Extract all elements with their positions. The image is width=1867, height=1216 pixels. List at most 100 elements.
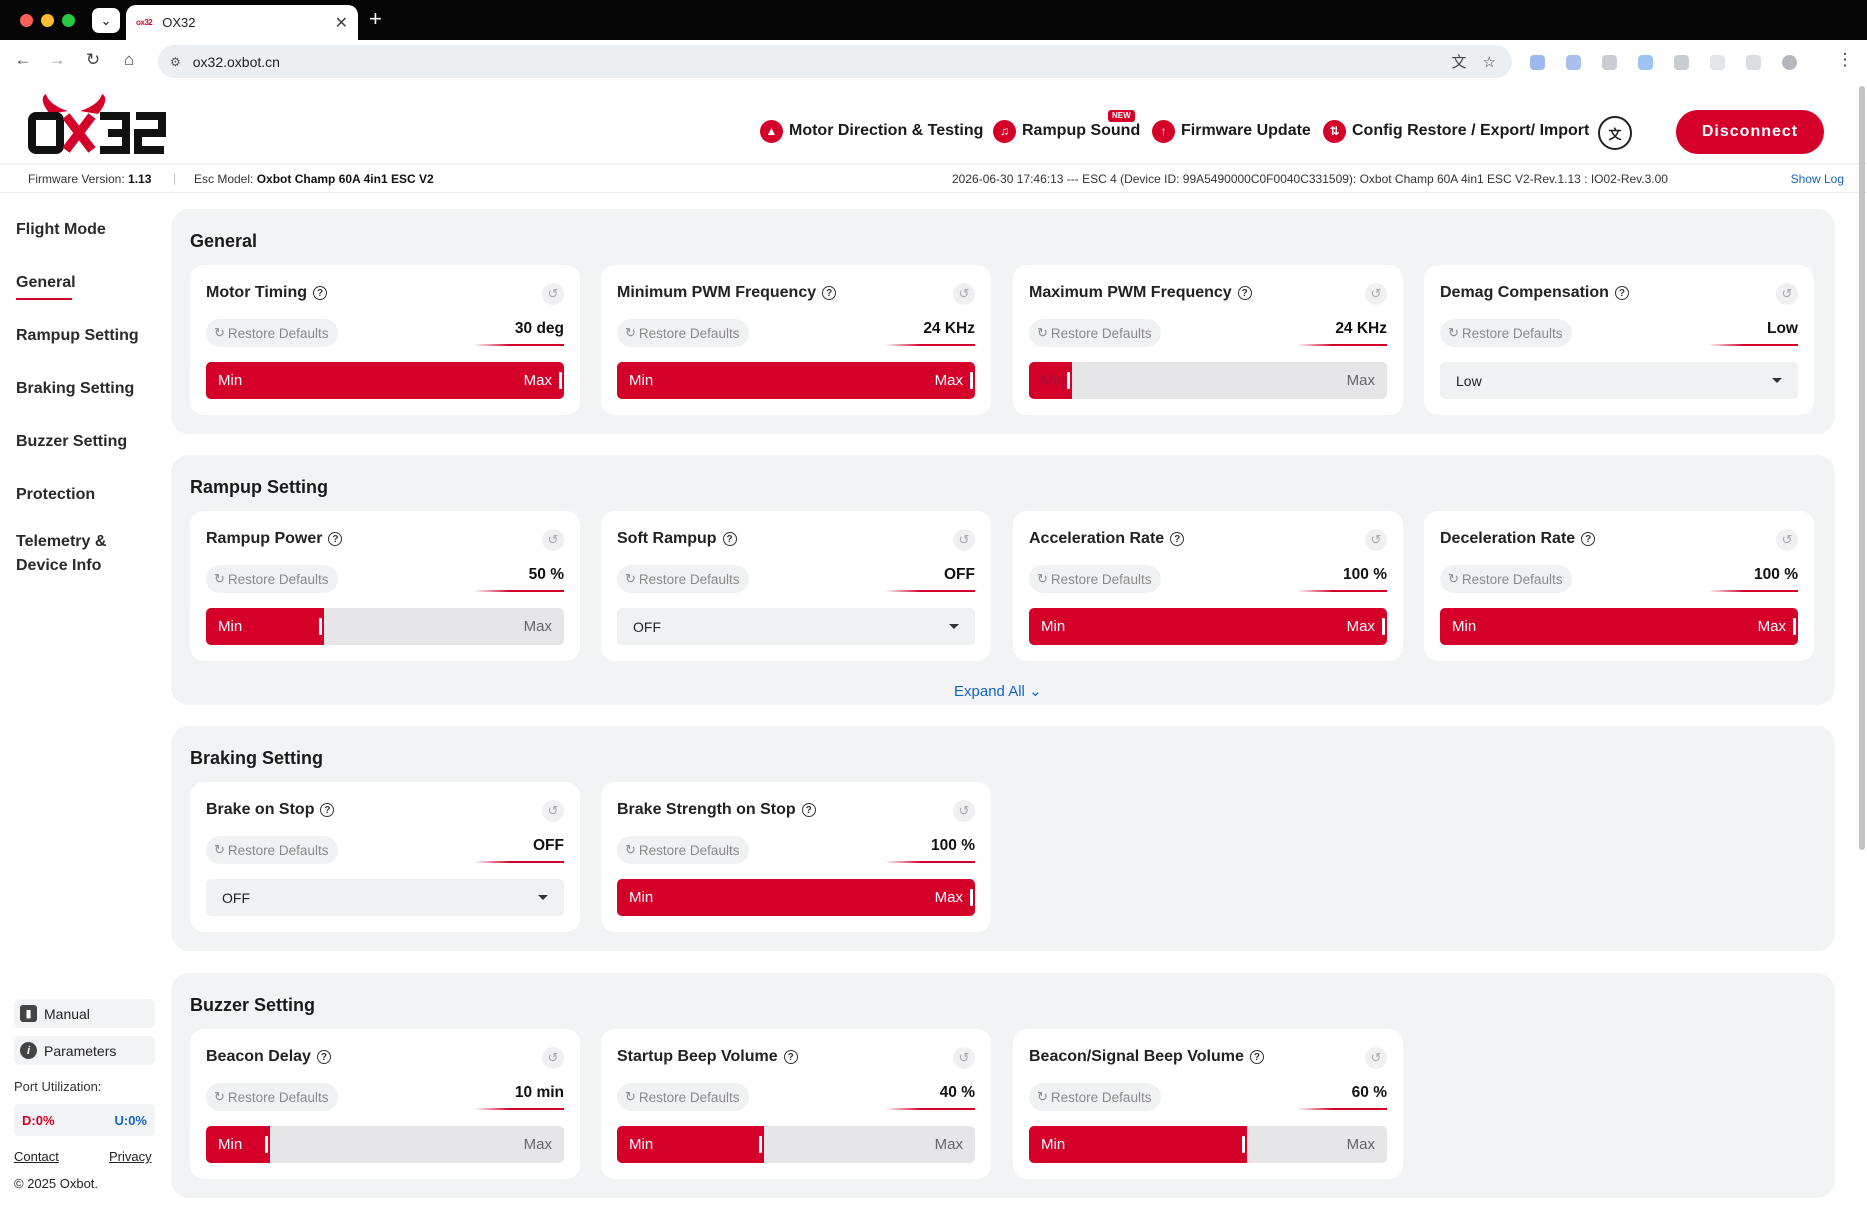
sidebar-item-general[interactable]: General	[16, 271, 76, 300]
reset-icon[interactable]: ↺	[1365, 529, 1387, 551]
help-icon[interactable]: ?	[1249, 1050, 1264, 1064]
help-icon[interactable]: ?	[316, 1050, 331, 1064]
sidebar-item-flight-mode[interactable]: Flight Mode	[16, 221, 106, 238]
reset-icon[interactable]: ↺	[542, 529, 564, 551]
language-icon[interactable]: 文	[1598, 116, 1632, 150]
restore-defaults-button[interactable]: ↻ Restore Defaults	[1029, 565, 1162, 593]
reset-icon[interactable]: ↺	[542, 283, 564, 305]
setting-select[interactable]: OFF	[617, 608, 975, 645]
sidebar-item-braking[interactable]: Braking Setting	[16, 380, 135, 397]
kebab-menu-icon[interactable]: ⋮	[1836, 50, 1854, 69]
forward-icon[interactable]: →	[48, 50, 66, 69]
extension-icon[interactable]	[1746, 55, 1761, 70]
extension-icon[interactable]	[1530, 55, 1545, 70]
setting-slider[interactable]: Min Max	[617, 879, 975, 916]
manual-button[interactable]: ▮ Manual	[14, 999, 155, 1028]
reset-icon[interactable]: ↺	[542, 1047, 564, 1069]
reset-icon[interactable]: ↺	[1365, 1047, 1387, 1069]
setting-slider[interactable]: Min Max	[206, 608, 564, 645]
help-icon[interactable]: ?	[1237, 286, 1252, 300]
address-bar[interactable]: ⚙ ox32.oxbot.cn 文 ☆	[158, 45, 1512, 78]
reset-icon[interactable]: ↺	[953, 283, 975, 305]
setting-slider[interactable]: Min Max	[206, 1126, 564, 1163]
slider-thumb[interactable]	[1067, 372, 1070, 389]
slider-thumb[interactable]	[970, 372, 973, 389]
window-maximize-button[interactable]	[62, 14, 75, 27]
close-icon[interactable]: ✕	[334, 14, 348, 32]
new-tab-button[interactable]: +	[369, 6, 382, 31]
reload-icon[interactable]: ↻	[85, 50, 101, 69]
parameters-button[interactable]: i Parameters	[14, 1036, 155, 1065]
help-icon[interactable]: ?	[1614, 286, 1629, 300]
disconnect-button[interactable]: Disconnect	[1676, 110, 1824, 154]
slider-thumb[interactable]	[1382, 618, 1385, 635]
sidebar-item-telemetry[interactable]: Telemetry &	[16, 533, 107, 550]
contact-link[interactable]: Contact	[14, 1149, 59, 1164]
nav-motor-direction[interactable]: ▲ Motor Direction & Testing	[760, 119, 983, 143]
sidebar-item-device-info[interactable]: Device Info	[16, 557, 102, 574]
reset-icon[interactable]: ↺	[953, 529, 975, 551]
slider-thumb[interactable]	[759, 1136, 762, 1153]
slider-thumb[interactable]	[265, 1136, 268, 1153]
url-text[interactable]: ox32.oxbot.cn	[192, 53, 280, 70]
window-close-button[interactable]	[20, 14, 33, 27]
setting-select[interactable]: OFF	[206, 879, 564, 916]
help-icon[interactable]: ?	[801, 803, 816, 817]
slider-thumb[interactable]	[319, 618, 322, 635]
nav-config-restore[interactable]: ⇅ Config Restore / Export/ Import	[1323, 119, 1589, 143]
setting-slider[interactable]: Min Max	[617, 362, 975, 399]
home-icon[interactable]: ⌂	[123, 50, 135, 69]
extension-icon[interactable]	[1674, 55, 1689, 70]
setting-slider[interactable]: Min Max	[1440, 608, 1798, 645]
expand-all-link[interactable]: Expand All ⌄	[954, 682, 1042, 700]
slider-thumb[interactable]	[970, 889, 973, 906]
page-scrollbar[interactable]	[1859, 86, 1865, 850]
star-icon[interactable]: ☆	[1482, 53, 1496, 71]
tab-search-button[interactable]: ⌄	[92, 8, 120, 33]
show-log-link[interactable]: Show Log	[1790, 172, 1844, 186]
profile-icon[interactable]	[1782, 55, 1797, 70]
nav-rampup-sound[interactable]: ♫ Rampup Sound	[993, 119, 1140, 143]
restore-defaults-button[interactable]: ↻ Restore Defaults	[1029, 1083, 1162, 1111]
restore-defaults-button[interactable]: ↻ Restore Defaults	[1440, 319, 1573, 347]
help-icon[interactable]: ?	[783, 1050, 798, 1064]
restore-defaults-button[interactable]: ↻ Restore Defaults	[206, 319, 339, 347]
help-icon[interactable]: ?	[320, 803, 335, 817]
site-settings-icon[interactable]: ⚙	[170, 54, 181, 69]
restore-defaults-button[interactable]: ↻ Restore Defaults	[1029, 319, 1162, 347]
slider-thumb[interactable]	[1242, 1136, 1245, 1153]
reset-icon[interactable]: ↺	[953, 1047, 975, 1069]
setting-slider[interactable]: Min Max	[1029, 608, 1387, 645]
slider-thumb[interactable]	[559, 372, 562, 389]
restore-defaults-button[interactable]: ↻ Restore Defaults	[206, 1083, 339, 1111]
nav-firmware-update[interactable]: ↑ Firmware Update	[1152, 119, 1311, 143]
reset-icon[interactable]: ↺	[953, 800, 975, 822]
help-icon[interactable]: ?	[1170, 532, 1185, 546]
restore-defaults-button[interactable]: ↻ Restore Defaults	[617, 1083, 750, 1111]
setting-slider[interactable]: Min Max	[617, 1126, 975, 1163]
reset-icon[interactable]: ↺	[542, 800, 564, 822]
restore-defaults-button[interactable]: ↻ Restore Defaults	[1440, 565, 1573, 593]
help-icon[interactable]: ?	[722, 532, 737, 546]
help-icon[interactable]: ?	[1581, 532, 1596, 546]
setting-slider[interactable]: Min Max	[1029, 1126, 1387, 1163]
restore-defaults-button[interactable]: ↻ Restore Defaults	[206, 565, 339, 593]
setting-slider[interactable]: Min Max	[206, 362, 564, 399]
extension-icon[interactable]	[1710, 55, 1725, 70]
restore-defaults-button[interactable]: ↻ Restore Defaults	[206, 836, 339, 864]
reset-icon[interactable]: ↺	[1776, 529, 1798, 551]
restore-defaults-button[interactable]: ↻ Restore Defaults	[617, 836, 750, 864]
back-icon[interactable]: ←	[14, 50, 32, 69]
restore-defaults-button[interactable]: ↻ Restore Defaults	[617, 565, 750, 593]
help-icon[interactable]: ?	[328, 532, 343, 546]
translate-icon[interactable]: 文	[1451, 54, 1467, 71]
browser-tab[interactable]: ox32 OX32 ✕	[126, 5, 358, 40]
setting-select[interactable]: Low	[1440, 362, 1798, 399]
reset-icon[interactable]: ↺	[1365, 283, 1387, 305]
window-minimize-button[interactable]	[41, 14, 54, 27]
extension-icon[interactable]	[1638, 55, 1653, 70]
sidebar-item-buzzer[interactable]: Buzzer Setting	[16, 433, 128, 450]
sidebar-item-rampup[interactable]: Rampup Setting	[16, 327, 139, 344]
extension-icon[interactable]	[1602, 55, 1617, 70]
help-icon[interactable]: ?	[313, 286, 328, 300]
